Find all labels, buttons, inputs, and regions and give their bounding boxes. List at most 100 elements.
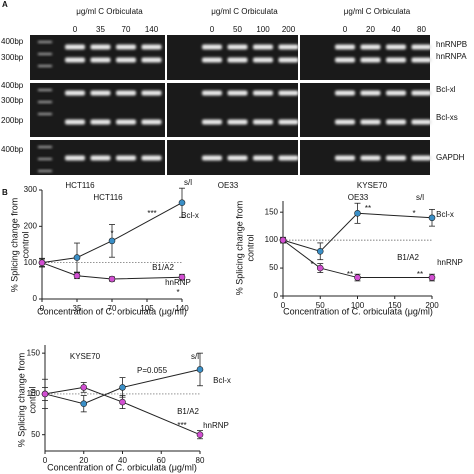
gel-band (411, 90, 432, 96)
x-tick-label: 0 (40, 304, 45, 313)
x-tick-label: 105 (140, 304, 154, 313)
annotation: B1/A2 (397, 253, 419, 262)
marker-label: 400bp (1, 81, 24, 90)
cell-line-label: HCT116 (65, 181, 95, 190)
y-axis-label: control (27, 386, 37, 413)
gel-band (335, 44, 355, 50)
concentration-label: 35 (96, 25, 105, 34)
annotation: * (176, 288, 179, 297)
x-axis-label: Concentration of C. orbiculata (μg/ml) (283, 306, 433, 316)
marker-label: 300bp (1, 96, 24, 105)
gel-band (227, 90, 248, 96)
marker-label: 200bp (1, 116, 24, 125)
gel-band (65, 90, 85, 96)
data-point (279, 236, 287, 244)
gel-header: μg/ml C Orbiculata (344, 7, 411, 16)
data-point (178, 273, 186, 281)
gel-band (253, 90, 273, 96)
series-line (44, 386, 201, 436)
x-tick-label: 80 (196, 456, 205, 465)
series-line (41, 202, 183, 264)
annotation: * (310, 260, 313, 269)
ladder-band (38, 89, 52, 91)
gel-band (411, 155, 432, 161)
gel-band (253, 155, 273, 161)
x-axis-label: Concentration of C. orbiculata (μg/ml) (47, 462, 197, 472)
gel-band (253, 57, 273, 63)
x-tick-label: 0 (281, 301, 286, 310)
gel-band (411, 57, 432, 63)
x-tick-label: 35 (73, 304, 82, 313)
gel-band (360, 44, 381, 50)
marker-label: 400bp (1, 145, 24, 154)
gel-band (360, 90, 381, 96)
gel-band (141, 119, 162, 125)
gel-band (90, 44, 111, 50)
y-axis-label: control (245, 234, 255, 261)
gel-band (335, 90, 355, 96)
gel-band (202, 44, 222, 50)
data-point (196, 366, 204, 373)
band-label: Bcl-xl (436, 85, 456, 94)
x-tick-label: 200 (425, 301, 439, 310)
data-point (73, 272, 81, 280)
x-tick-label: 20 (79, 456, 88, 465)
annotation: s/l (184, 178, 192, 187)
data-point (316, 247, 324, 255)
y-tick-label: 50 (31, 430, 40, 439)
marker-label: 400bp (1, 37, 24, 46)
annotation: P=0.055 (137, 366, 168, 375)
ladder-band (38, 65, 52, 67)
gel-band (278, 57, 299, 63)
gel-band (360, 155, 381, 161)
x-tick-label: 60 (157, 456, 166, 465)
data-point (354, 209, 361, 217)
band-label: hnRNPA (436, 52, 467, 61)
data-point (119, 384, 126, 391)
gel-band (65, 44, 85, 50)
x-tick-label: 140 (175, 304, 189, 313)
gel-band (116, 119, 136, 125)
gel-band (278, 90, 299, 96)
series-label: Bcl-x (436, 210, 454, 219)
annotation: ** (365, 204, 371, 213)
gel-band (253, 119, 273, 125)
ladder-band (38, 158, 52, 160)
gel-band (90, 90, 111, 96)
annotation: *** (147, 209, 156, 218)
y-axis-label: % Splicing change from (9, 198, 19, 293)
gel-band (141, 155, 162, 161)
concentration-label: 40 (392, 25, 401, 34)
data-point (119, 398, 126, 406)
gel-band (65, 155, 85, 161)
data-point (73, 254, 81, 261)
series-label: hnRNP (165, 278, 191, 287)
annotation: s/l (191, 352, 199, 361)
annotation: B1/A2 (177, 407, 199, 416)
x-tick-label: 150 (388, 301, 402, 310)
gel-band (116, 44, 136, 50)
gel-band (335, 155, 355, 161)
x-axis-label: Concentration of C. orbiculata (μg/ml) (37, 306, 187, 316)
gel-band (411, 44, 432, 50)
x-tick-label: 50 (316, 301, 325, 310)
gel-band (202, 90, 222, 96)
gel-band (253, 44, 273, 50)
series-line (44, 368, 201, 405)
concentration-label: 20 (366, 25, 375, 34)
gel-band (386, 155, 406, 161)
gel-band (411, 119, 432, 125)
gel-band (116, 155, 136, 161)
marker-label: 300bp (1, 53, 24, 62)
data-point (196, 431, 204, 438)
annotation: ** (347, 270, 353, 279)
concentration-label: 50 (233, 25, 242, 34)
concentration-label: 0 (73, 25, 78, 34)
band-label: hnRNPB (436, 40, 467, 49)
data-point (428, 274, 436, 281)
data-point (38, 259, 46, 266)
cell-line-label: KYSE70 (357, 181, 388, 190)
ladder-band (38, 113, 52, 115)
concentration-label: 100 (256, 25, 270, 34)
